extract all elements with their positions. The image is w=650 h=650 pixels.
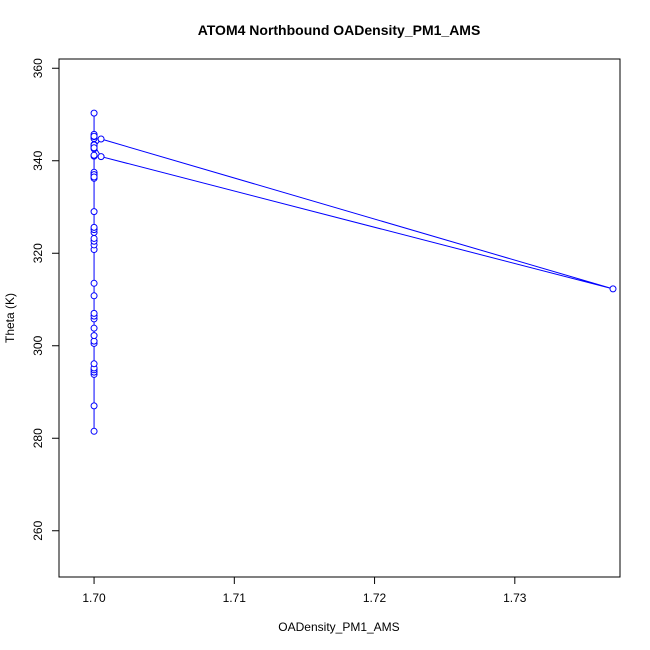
- data-point: [90, 332, 98, 340]
- data-point: [90, 208, 98, 216]
- y-tick-label: 280: [31, 428, 45, 448]
- data-point: [90, 151, 98, 159]
- y-tick-label: 360: [31, 58, 45, 78]
- data-point: [90, 223, 98, 231]
- x-tick-label: 1.72: [363, 591, 387, 605]
- y-axis-label: Theta (K): [3, 293, 17, 343]
- data-point: [90, 173, 98, 181]
- y-tick-label: 340: [31, 150, 45, 170]
- data-point: [90, 132, 98, 140]
- y-tick-label: 260: [31, 520, 45, 540]
- data-point: [90, 360, 98, 368]
- y-tick-label: 320: [31, 243, 45, 263]
- data-point: [90, 427, 98, 435]
- data-point: [90, 402, 98, 410]
- x-tick-label: 1.71: [223, 591, 247, 605]
- data-point: [90, 234, 98, 242]
- x-axis: 1.70 1.71 1.72 1.73: [82, 576, 527, 605]
- data-point: [90, 324, 98, 332]
- y-axis: 260 280 300 320 340 360: [31, 58, 60, 541]
- data-point: [90, 144, 98, 152]
- data-point: [609, 285, 617, 293]
- x-tick-label: 1.70: [82, 591, 106, 605]
- data-point: [90, 279, 98, 287]
- data-point: [90, 109, 98, 117]
- data-point: [90, 309, 98, 317]
- chart-title: ATOM4 Northbound OADensity_PM1_AMS: [198, 22, 481, 38]
- x-tick-label: 1.73: [503, 591, 527, 605]
- data-point: [97, 153, 105, 161]
- series-layer: [90, 109, 617, 435]
- data-point: [90, 292, 98, 300]
- y-tick-label: 300: [31, 335, 45, 355]
- data-point: [97, 135, 105, 143]
- x-axis-label: OADensity_PM1_AMS: [278, 620, 399, 634]
